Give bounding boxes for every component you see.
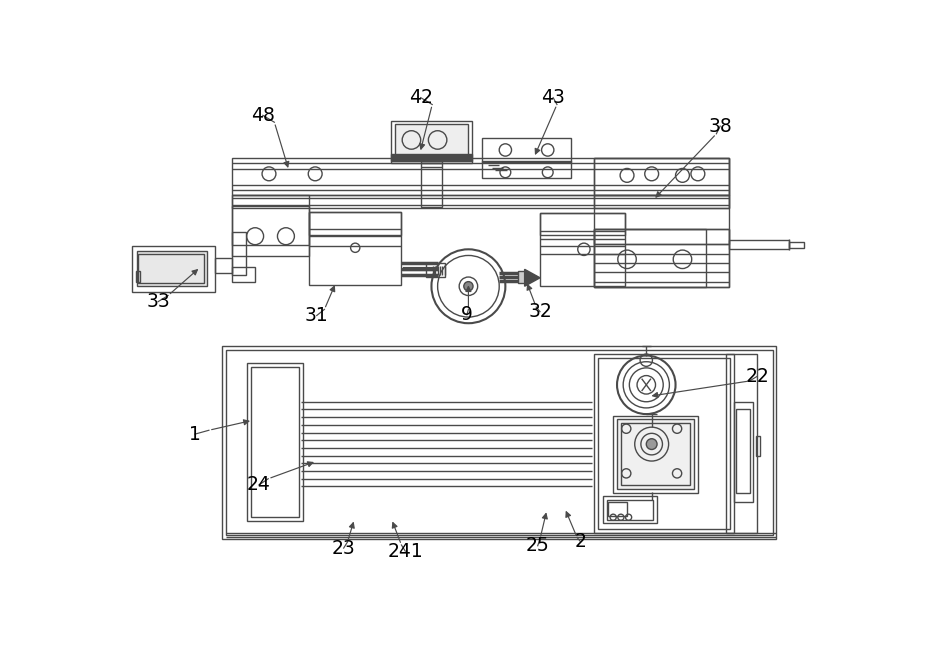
Bar	[247, 363, 303, 521]
Text: 23: 23	[332, 539, 356, 558]
Bar	[789, 242, 804, 247]
Text: 42: 42	[408, 88, 432, 107]
Bar	[232, 232, 246, 275]
Bar	[395, 124, 469, 159]
Bar	[482, 138, 570, 161]
Bar	[131, 246, 215, 293]
Bar	[540, 213, 625, 234]
Bar	[594, 229, 729, 287]
Bar	[222, 346, 776, 539]
Bar	[226, 350, 772, 535]
Bar	[603, 496, 657, 524]
Bar	[598, 358, 731, 529]
Bar	[232, 267, 256, 282]
Bar	[138, 254, 204, 283]
Text: 1: 1	[189, 424, 201, 443]
Bar	[215, 258, 232, 273]
Bar	[482, 161, 570, 178]
Bar	[426, 263, 445, 277]
Text: 24: 24	[247, 475, 271, 494]
Bar	[620, 423, 690, 485]
Bar	[232, 157, 729, 195]
Text: 33: 33	[146, 292, 170, 311]
Bar	[392, 154, 472, 163]
Bar	[136, 251, 207, 286]
Bar	[756, 436, 760, 456]
Bar	[420, 161, 443, 207]
Bar	[726, 354, 757, 533]
Text: 241: 241	[387, 541, 423, 561]
Text: 22: 22	[745, 367, 769, 386]
Text: 2: 2	[574, 532, 586, 550]
Bar	[594, 195, 729, 208]
Bar	[540, 213, 625, 286]
Polygon shape	[525, 269, 540, 286]
Bar	[594, 229, 706, 287]
Text: 43: 43	[541, 88, 565, 107]
Circle shape	[646, 439, 657, 449]
Bar	[519, 271, 526, 283]
Bar	[607, 502, 627, 516]
Text: 48: 48	[251, 106, 275, 125]
Circle shape	[464, 281, 473, 291]
Bar	[734, 402, 754, 502]
Text: 32: 32	[528, 302, 552, 321]
Bar	[309, 212, 402, 234]
Bar	[594, 157, 729, 195]
Bar	[594, 354, 734, 533]
Bar	[594, 229, 729, 244]
Text: 25: 25	[526, 536, 550, 555]
Bar	[736, 409, 750, 492]
Bar	[136, 271, 140, 282]
Bar	[309, 212, 402, 285]
Text: 38: 38	[708, 117, 732, 136]
Bar	[392, 121, 472, 161]
Bar	[607, 500, 653, 520]
Bar	[613, 415, 698, 492]
Bar	[594, 157, 729, 287]
Text: 9: 9	[461, 305, 473, 325]
Bar	[232, 206, 309, 245]
Bar	[232, 195, 309, 256]
Bar	[251, 367, 299, 517]
Bar	[729, 240, 789, 249]
Bar	[617, 419, 694, 488]
Bar	[232, 195, 729, 208]
Text: 31: 31	[305, 306, 329, 325]
